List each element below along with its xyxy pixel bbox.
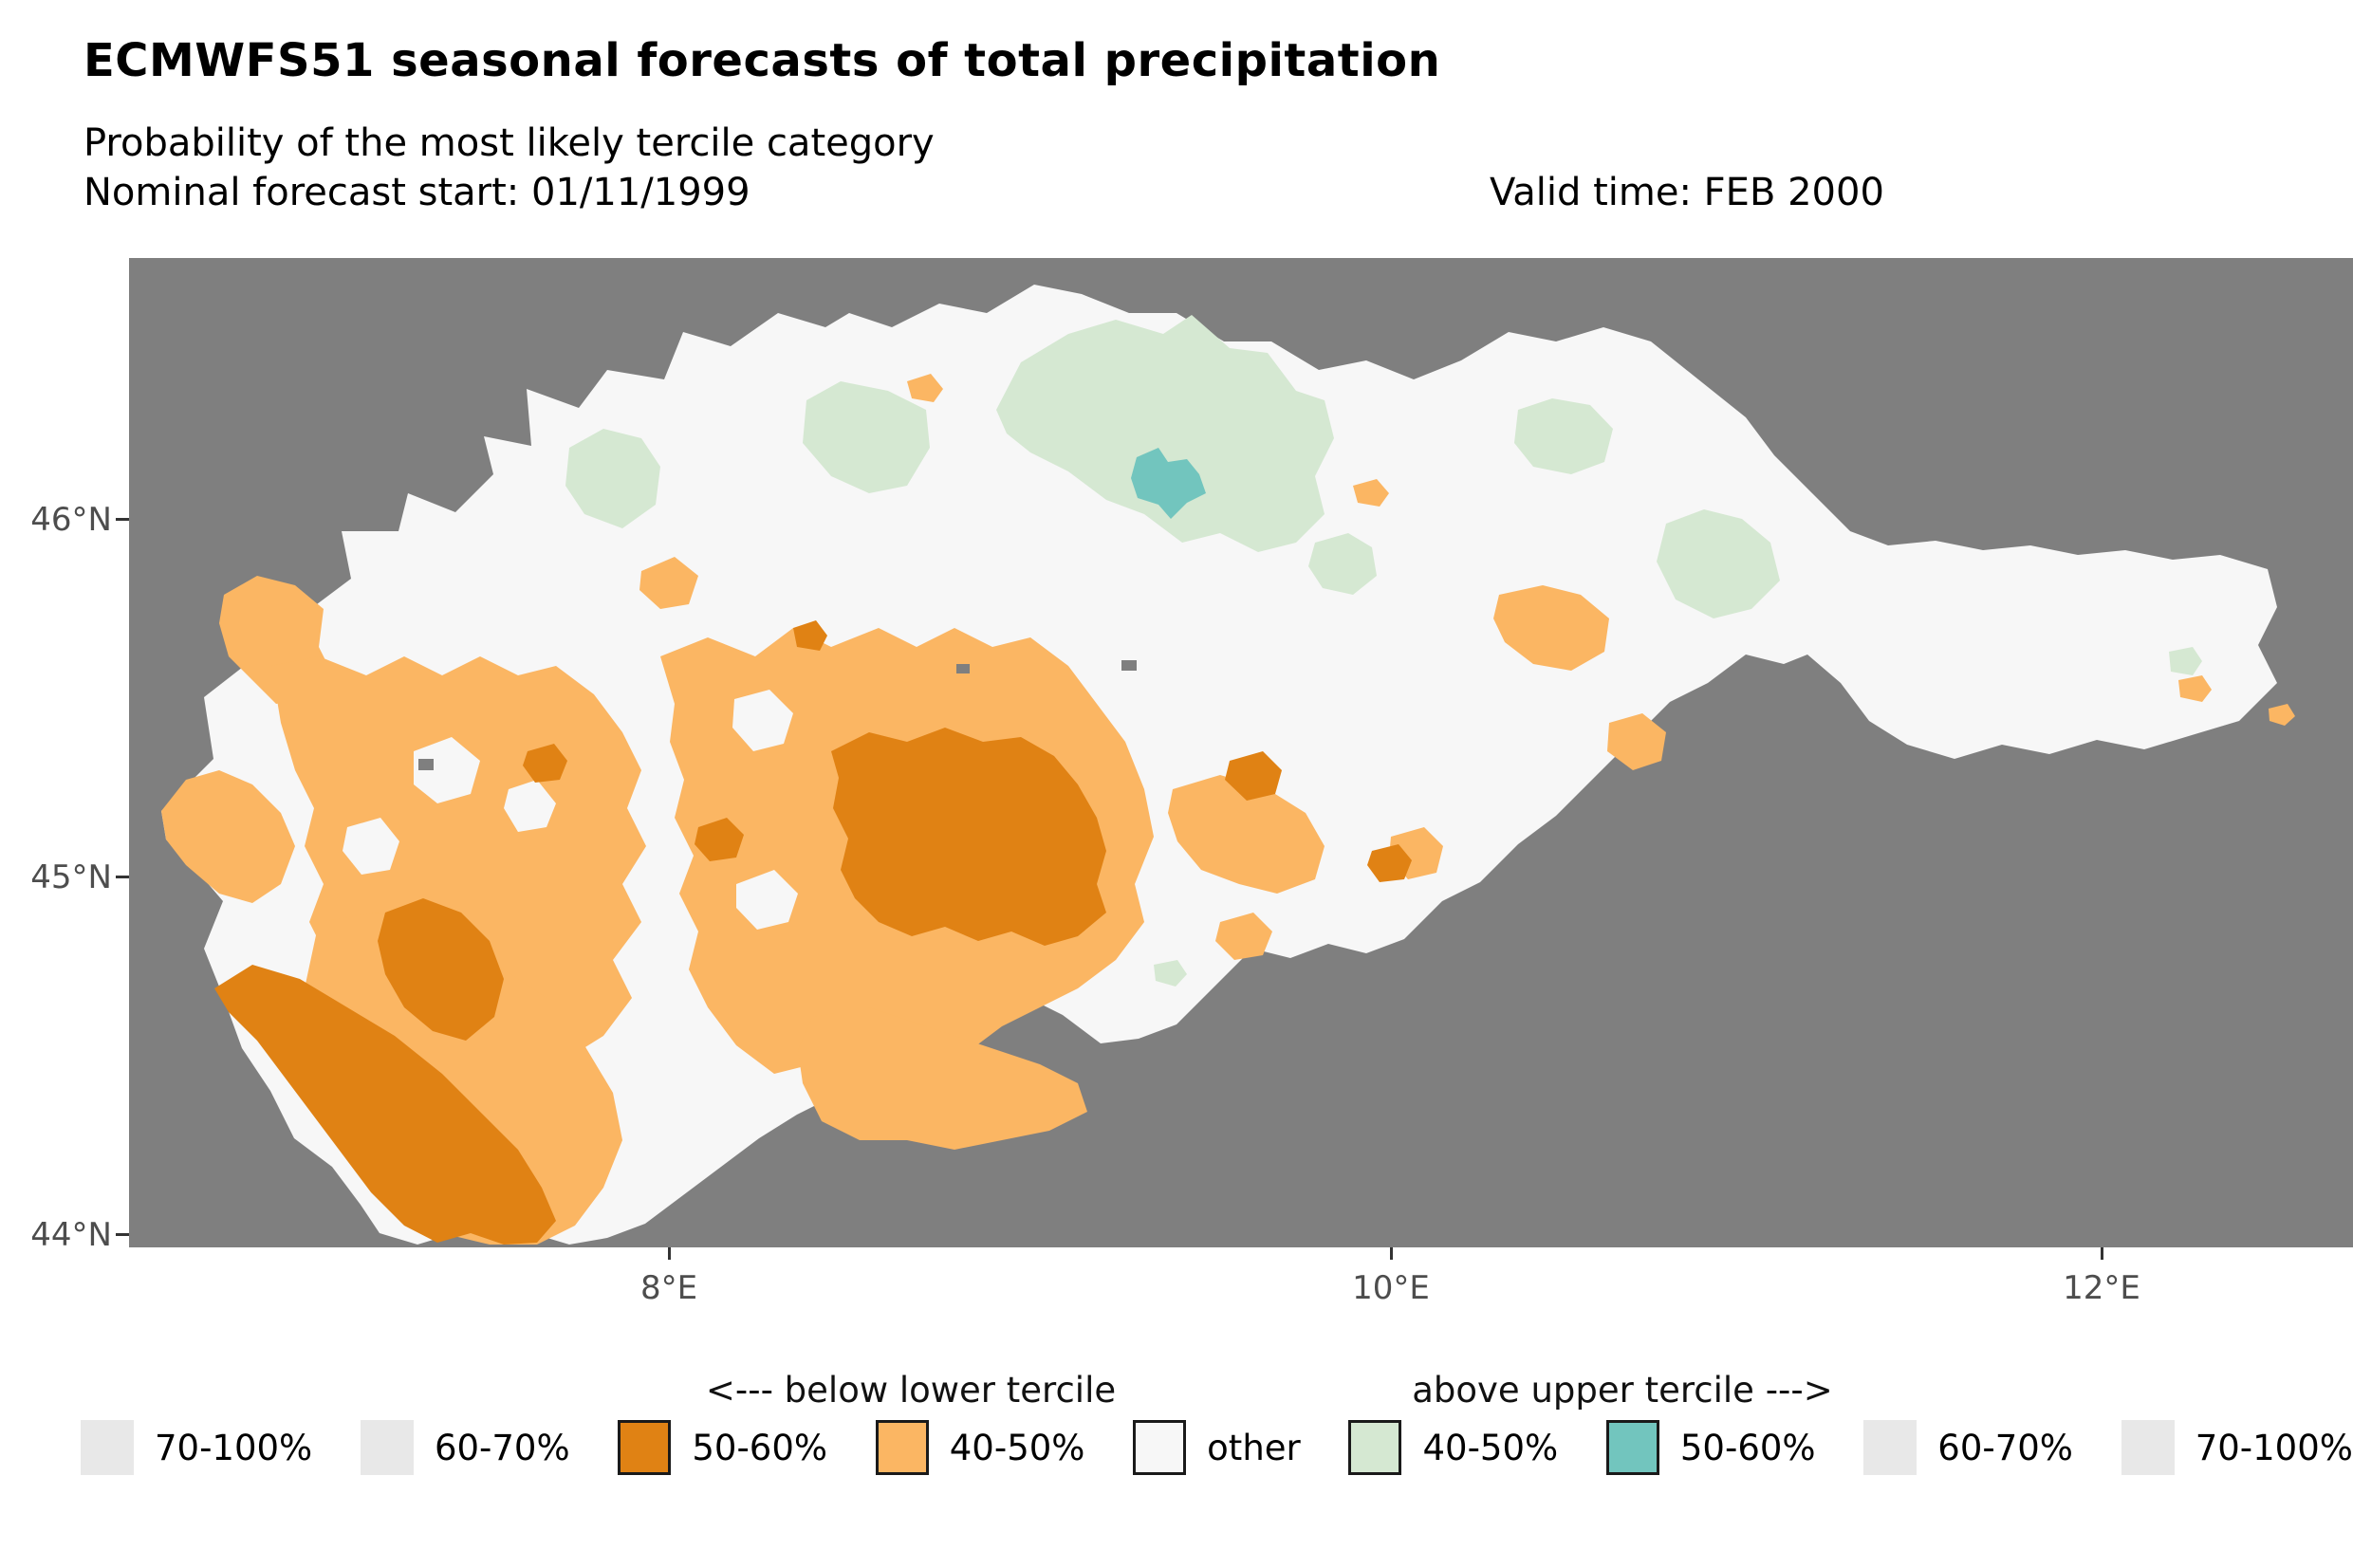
map-plot-area [129,258,2353,1247]
legend-item: 60-70% [360,1420,570,1475]
above-tercile-40-50-regions [565,315,2202,987]
legend-swatch [1863,1420,1918,1475]
legend-label: 60-70% [1937,1427,2073,1468]
legend-item: 70-100% [81,1420,312,1475]
y-tick-mark [116,518,129,521]
legend-item: 60-70% [1863,1420,2073,1475]
legend-swatch [2121,1420,2175,1475]
page-title: ECMWFS51 seasonal forecasts of total pre… [83,34,1441,87]
y-axis-tick-label: 44°N [30,1216,112,1254]
below-tercile-50-60-regions [214,620,1412,1245]
lake-dots [418,660,1137,770]
legend: 70-100% 60-70% 50-60% 40-50% other 40-50… [81,1417,2353,1478]
above-tercile-annotation: above upper tercile ---> [1412,1370,1833,1411]
legend-swatch [1605,1420,1659,1475]
legend-label: 40-50% [949,1427,1085,1468]
y-axis-tick-label: 46°N [30,501,112,539]
forecast-map [129,258,2353,1247]
legend-swatch [81,1420,134,1475]
legend-label: 60-70% [434,1427,570,1468]
x-axis-tick-label: 10°E [1352,1269,1430,1307]
x-tick-mark [2101,1247,2103,1260]
below-tercile-annotation: <--- below lower tercile [705,1370,1117,1411]
valid-time-label: Valid time: FEB 2000 [1490,171,1884,214]
legend-item: 40-50% [875,1420,1085,1475]
forecast-start-label: Nominal forecast start: 01/11/1999 [83,171,750,214]
legend-label: 50-60% [1679,1427,1816,1468]
land-other-holes [343,690,1177,930]
legend-swatch [875,1420,929,1475]
x-axis-tick-label: 12°E [2063,1269,2140,1307]
subtitle: Probability of the most likely tercile c… [83,121,935,165]
legend-swatch [360,1420,414,1475]
x-axis-tick-label: 8°E [639,1269,698,1307]
legend-swatch [1133,1420,1187,1475]
above-tercile-50-60-region [1131,448,1206,519]
legend-item: 50-60% [1605,1420,1816,1475]
legend-label: other [1207,1427,1301,1468]
legend-swatch [618,1420,672,1475]
x-tick-mark [1390,1247,1393,1260]
legend-label: 40-50% [1422,1427,1559,1468]
x-tick-mark [668,1247,671,1260]
y-tick-mark [116,876,129,878]
y-tick-mark [116,1233,129,1236]
legend-item: 40-50% [1348,1420,1558,1475]
legend-item: 50-60% [618,1420,827,1475]
legend-item: 70-100% [2121,1420,2353,1475]
legend-label: 50-60% [692,1427,828,1468]
legend-label: 70-100% [2195,1427,2353,1468]
legend-item: other [1133,1420,1301,1475]
legend-swatch [1348,1420,1402,1475]
y-axis-tick-label: 45°N [30,858,112,896]
legend-label: 70-100% [155,1427,313,1468]
